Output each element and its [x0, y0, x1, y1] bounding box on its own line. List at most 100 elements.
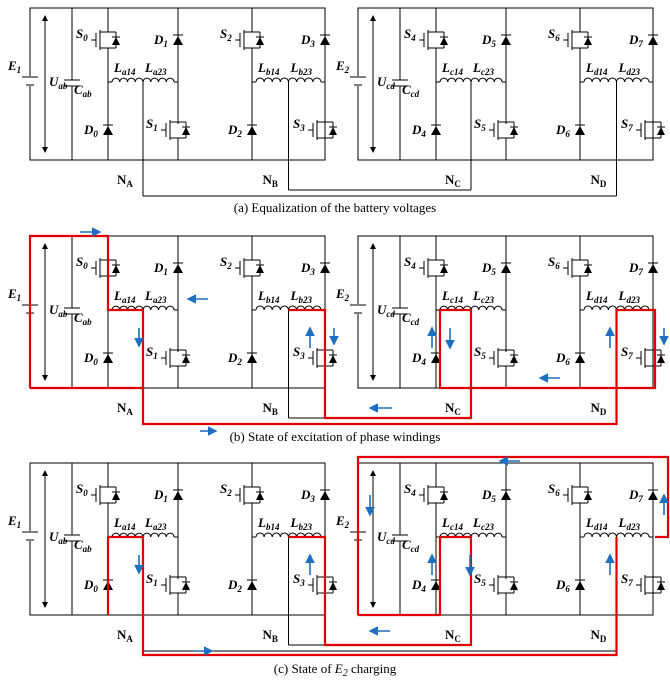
label-subscript: 2	[226, 261, 232, 271]
component-label: Lb23	[290, 288, 313, 305]
diode	[501, 264, 511, 273]
component-label: Lc23	[472, 515, 494, 532]
label-subscript: cd	[411, 317, 420, 327]
label-symbol: D	[227, 122, 238, 137]
label-subscript: 6	[565, 584, 570, 594]
label-subscript: D	[600, 179, 607, 189]
diode	[431, 126, 441, 135]
label-subscript: 5	[481, 578, 486, 588]
label-symbol: D	[300, 487, 311, 502]
label-symbol: L	[257, 515, 266, 530]
label-symbol: L	[618, 60, 627, 75]
inductor	[288, 77, 322, 83]
component-label: S7	[621, 344, 633, 361]
label-subscript: 6	[555, 261, 560, 271]
label-symbol: E	[335, 286, 345, 301]
label-symbol: C	[74, 537, 83, 552]
label-symbol: D	[153, 260, 164, 275]
label-symbol: D	[227, 577, 238, 592]
label-symbol: D	[628, 260, 639, 275]
component-label: Ccd	[402, 537, 420, 554]
label-symbol: S	[76, 26, 83, 41]
label-subscript: 3	[309, 39, 315, 49]
component-label: S4	[404, 254, 416, 271]
component-label: E1	[7, 58, 21, 75]
inductor	[470, 305, 503, 311]
caption: (a) Equalization of the battery voltages	[234, 200, 437, 215]
component-label: S6	[548, 254, 560, 271]
component-label: E2	[335, 286, 350, 303]
label-subscript: 5	[491, 267, 496, 277]
component-label: Uab	[49, 74, 68, 91]
node-label: NB	[263, 172, 278, 189]
label-subscript: 7	[628, 578, 633, 588]
component-label: S6	[548, 481, 560, 498]
component-label: E2	[335, 58, 350, 75]
component-label: D7	[628, 260, 643, 277]
label-subscript: 2	[236, 129, 242, 139]
component-label: S4	[404, 481, 416, 498]
label-symbol: D	[628, 487, 639, 502]
cap-gap	[399, 535, 401, 541]
component-label: S1	[146, 571, 158, 588]
component-label: S1	[146, 344, 158, 361]
label-symbol: D	[481, 260, 492, 275]
label-symbol: N	[117, 172, 127, 187]
label-symbol: N	[445, 172, 455, 187]
label-subscript: 4	[420, 584, 426, 594]
component-label: S3	[293, 571, 305, 588]
label-subscript: 2	[344, 293, 350, 303]
diode	[501, 36, 511, 45]
label-symbol: L	[144, 60, 153, 75]
label-subscript: 7	[638, 39, 643, 49]
diode	[431, 581, 441, 590]
component-label: S3	[293, 344, 305, 361]
label-subscript: 4	[410, 261, 416, 271]
component-label: La23	[144, 515, 167, 532]
label-symbol: S	[146, 571, 153, 586]
component-label: Ld23	[618, 288, 641, 305]
label-subscript: 6	[565, 357, 570, 367]
label-symbol: D	[83, 350, 94, 365]
component-label: La23	[144, 288, 167, 305]
component-label: D1	[153, 260, 168, 277]
label-subscript: 6	[555, 33, 560, 43]
component-label: D2	[227, 350, 242, 367]
inductor	[142, 532, 175, 538]
label-symbol: U	[49, 302, 59, 317]
component-label: Lb14	[257, 60, 280, 77]
inductor	[583, 305, 617, 311]
label-subscript: 1	[153, 351, 158, 361]
label-symbol: L	[441, 515, 450, 530]
component-label: D0	[83, 350, 98, 367]
label-subscript: b23	[298, 522, 312, 532]
label-symbol: S	[474, 571, 481, 586]
label-subscript: a14	[122, 295, 136, 305]
inductor	[255, 532, 289, 538]
battery-gap	[26, 531, 34, 541]
label-symbol: L	[290, 60, 299, 75]
label-symbol: L	[113, 288, 122, 303]
node-label: NB	[263, 627, 278, 644]
label-symbol: L	[290, 288, 299, 303]
label-symbol: L	[585, 515, 594, 530]
battery-gap	[26, 76, 34, 86]
label-symbol: C	[74, 310, 83, 325]
label-subscript: A	[126, 407, 133, 417]
label-symbol: L	[618, 288, 627, 303]
label-symbol: C	[74, 82, 83, 97]
label-subscript: 5	[491, 39, 496, 49]
label-symbol: N	[117, 627, 127, 642]
label-subscript: C	[454, 634, 461, 644]
label-subscript: b14	[266, 522, 280, 532]
label-symbol: D	[153, 487, 164, 502]
label-symbol: S	[146, 344, 153, 359]
label-symbol: L	[472, 515, 481, 530]
cap-gap	[71, 308, 73, 314]
component-label: La14	[113, 515, 136, 532]
component-label: La14	[113, 60, 136, 77]
component-label: Ld14	[585, 60, 608, 77]
label-subscript: C	[454, 407, 461, 417]
node-label: NB	[263, 400, 278, 417]
component-label: S4	[404, 26, 416, 43]
